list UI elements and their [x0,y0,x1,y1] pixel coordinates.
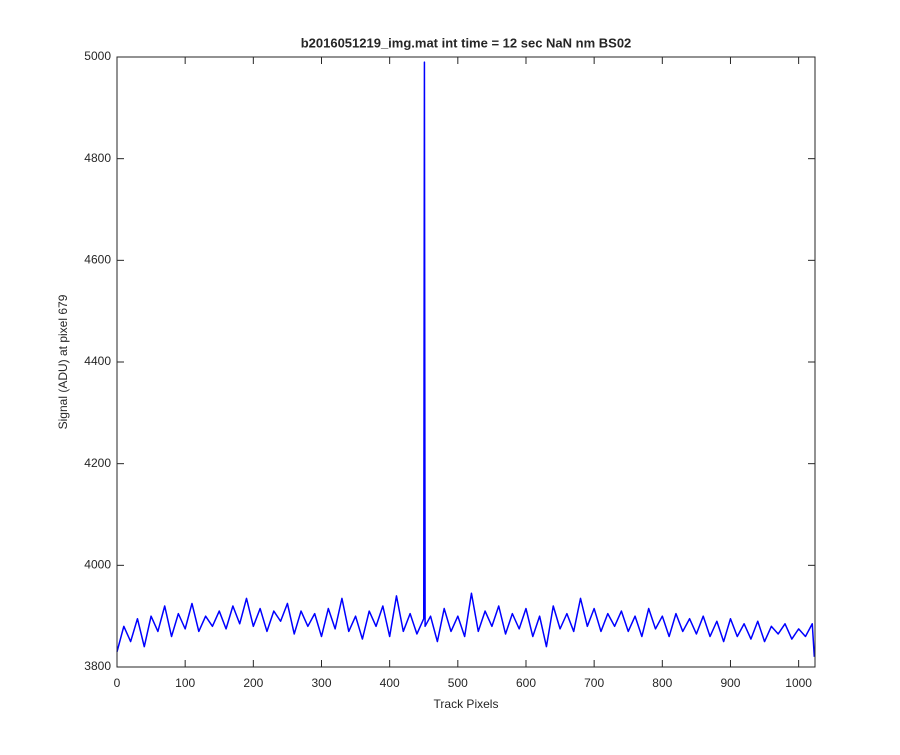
y-tick-label: 4200 [84,456,111,470]
y-tick-label: 4000 [84,558,111,572]
x-tick-label: 800 [652,676,672,690]
data-line [116,61,816,657]
x-tick-label: 1000 [785,676,812,690]
y-tick-label: 4400 [84,354,111,368]
y-tick-label: 5000 [84,49,111,63]
y-tick-label: 4800 [84,151,111,165]
x-tick-label: 300 [311,676,331,690]
x-tick-label: 900 [720,676,740,690]
x-tick-label: 200 [243,676,263,690]
x-tick-label: 600 [516,676,536,690]
x-tick-label: 500 [448,676,468,690]
y-tick-label: 4600 [84,253,111,267]
y-axis-label: Signal (ADU) at pixel 679 [56,294,70,429]
x-tick-label: 700 [584,676,604,690]
x-tick-label: 0 [114,676,121,690]
y-tick-label: 3800 [84,659,111,673]
x-tick-label: 400 [380,676,400,690]
x-tick-label: 100 [175,676,195,690]
x-axis-label: Track Pixels [434,697,499,711]
chart-title: b2016051219_img.mat int time = 12 sec Na… [301,35,632,50]
